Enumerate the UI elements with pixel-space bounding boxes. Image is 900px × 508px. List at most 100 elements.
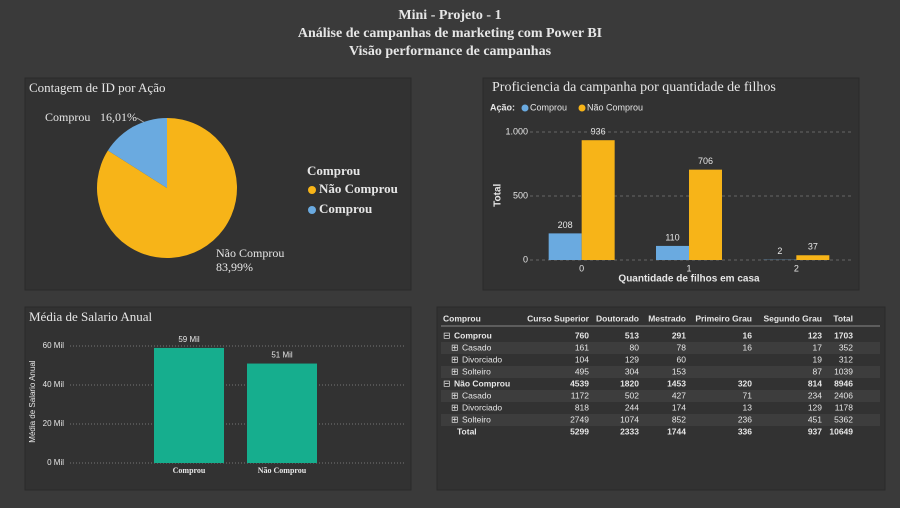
column-header: Segundo Grau	[763, 313, 822, 323]
column-header: Mestrado	[648, 313, 686, 323]
cell: 10649	[829, 426, 853, 436]
cell: 87	[813, 366, 823, 376]
expand-icon: ⊞	[451, 402, 459, 412]
cell: 104	[575, 354, 589, 364]
slice-label: Não Comprou	[216, 246, 284, 260]
y-axis-label: Total	[493, 183, 504, 206]
cell: 129	[808, 402, 822, 412]
value-label: 51 Mil	[271, 351, 293, 360]
cell: 80	[630, 342, 640, 352]
cell: 5299	[570, 426, 589, 436]
cell: 513	[625, 330, 639, 340]
cell: 236	[738, 414, 752, 424]
cell: 1172	[571, 390, 590, 400]
cell: 16	[743, 342, 753, 352]
cell: 495	[575, 366, 589, 376]
bar	[247, 363, 317, 463]
cell: 129	[625, 354, 639, 364]
cell: 814	[808, 378, 822, 388]
column-header: Curso Superior	[527, 313, 590, 323]
row-label: Comprou	[454, 330, 492, 340]
bar	[796, 255, 830, 260]
y-tick-label: 0	[523, 254, 528, 264]
x-tick-label: Comprou	[173, 466, 206, 475]
cell: 234	[808, 390, 822, 400]
value-label: 37	[808, 242, 818, 252]
cell: 16	[743, 330, 753, 340]
cell: 174	[672, 402, 686, 412]
legend-title: Ação:	[490, 102, 515, 112]
column-header: Total	[833, 313, 853, 323]
y-tick-label: 0 Mil	[47, 458, 64, 467]
row-label: Total	[457, 426, 477, 436]
cell: 2333	[620, 426, 639, 436]
cell: 5362	[834, 414, 853, 424]
bar	[689, 169, 722, 260]
chart-title: Contagem de ID por Ação	[29, 80, 165, 95]
column-header: Primeiro Grau	[695, 313, 752, 323]
slice-value: 16,01%	[100, 110, 137, 124]
legend-title: Comprou	[307, 163, 360, 178]
row-label: Divorciado	[462, 402, 502, 412]
expand-icon: ⊞	[451, 366, 459, 376]
cell: 760	[575, 330, 589, 340]
cell: 8946	[834, 378, 853, 388]
chart-title: Proficiencia da campanha por quantidade …	[492, 80, 776, 95]
cell: 304	[625, 366, 639, 376]
row-band	[441, 366, 880, 378]
cell: 336	[738, 426, 752, 436]
expand-icon: ⊟	[443, 330, 451, 340]
cell: 78	[677, 342, 687, 352]
row-label: Solteiro	[462, 366, 491, 376]
cell: 427	[672, 390, 686, 400]
cell: 71	[743, 390, 753, 400]
cell: 2749	[570, 414, 589, 424]
row-band	[441, 414, 880, 426]
cell: 1039	[834, 366, 853, 376]
page-title: Mini - Projeto - 1	[398, 8, 501, 23]
legend-marker	[308, 206, 316, 214]
cell: 1074	[620, 414, 639, 424]
cell: 451	[808, 414, 822, 424]
cell: 13	[743, 402, 753, 412]
cell: 19	[813, 354, 823, 364]
row-label: Não Comprou	[454, 378, 510, 388]
cell: 60	[677, 354, 687, 364]
expand-icon: ⊞	[451, 354, 459, 364]
value-label: 706	[698, 156, 713, 166]
cell: 1744	[667, 426, 686, 436]
cell: 1178	[835, 402, 854, 412]
expand-icon: ⊞	[451, 342, 459, 352]
row-band	[441, 342, 880, 354]
row-band	[441, 390, 880, 402]
cell: 818	[575, 402, 589, 412]
value-label: 59 Mil	[178, 335, 200, 344]
cell: 852	[672, 414, 686, 424]
value-label: 110	[665, 232, 679, 242]
cell: 2406	[834, 390, 853, 400]
cell: 1453	[667, 378, 686, 388]
cell: 1820	[620, 378, 639, 388]
y-tick-label: 60 Mil	[43, 341, 65, 350]
cell: 244	[625, 402, 639, 412]
page-subtitle: Análise de campanhas de marketing com Po…	[298, 26, 602, 41]
x-tick-label: 2	[794, 263, 799, 273]
cell: 1703	[834, 330, 853, 340]
bar	[548, 233, 582, 260]
cell: 4539	[570, 378, 589, 388]
row-label: Solteiro	[462, 414, 491, 424]
x-axis-label: Quantidade de filhos em casa	[618, 274, 760, 285]
value-label: 2	[777, 246, 782, 256]
cell: 937	[808, 426, 822, 436]
page-subtitle: Visão performance de campanhas	[349, 44, 552, 59]
value-label: 208	[558, 220, 573, 230]
row-label: Casado	[462, 342, 492, 352]
pie-slice	[107, 118, 167, 188]
legend-marker	[578, 104, 586, 112]
slice-label: Comprou	[45, 110, 90, 124]
expand-icon: ⊟	[443, 378, 451, 388]
value-label: 936	[591, 127, 606, 137]
expand-icon: ⊞	[451, 390, 459, 400]
legend-label: Não Comprou	[587, 102, 643, 112]
